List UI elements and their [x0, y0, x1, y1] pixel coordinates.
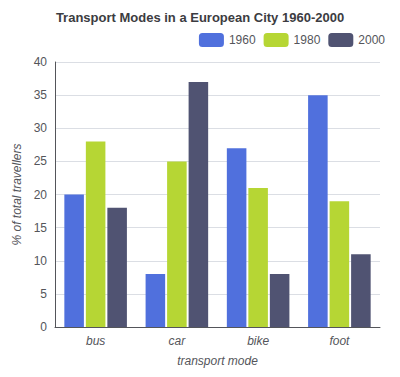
- svg-text:2000: 2000: [358, 33, 385, 47]
- svg-text:foot: foot: [329, 334, 350, 348]
- svg-text:15: 15: [34, 221, 48, 235]
- svg-text:% of total travellers: % of total travellers: [10, 143, 24, 245]
- svg-text:30: 30: [34, 121, 48, 135]
- svg-text:25: 25: [34, 154, 48, 168]
- svg-text:bike: bike: [247, 334, 269, 348]
- svg-text:40: 40: [34, 55, 48, 69]
- svg-text:Transport Modes in a European: Transport Modes in a European City 1960-…: [56, 10, 344, 25]
- svg-text:car: car: [169, 334, 187, 348]
- svg-text:bus: bus: [86, 334, 105, 348]
- svg-text:0: 0: [40, 320, 47, 334]
- svg-text:35: 35: [34, 88, 48, 102]
- svg-text:5: 5: [40, 287, 47, 301]
- svg-text:20: 20: [34, 188, 48, 202]
- svg-text:1960: 1960: [229, 33, 256, 47]
- svg-text:transport mode: transport mode: [177, 354, 258, 368]
- svg-text:1980: 1980: [294, 33, 321, 47]
- svg-text:10: 10: [34, 254, 48, 268]
